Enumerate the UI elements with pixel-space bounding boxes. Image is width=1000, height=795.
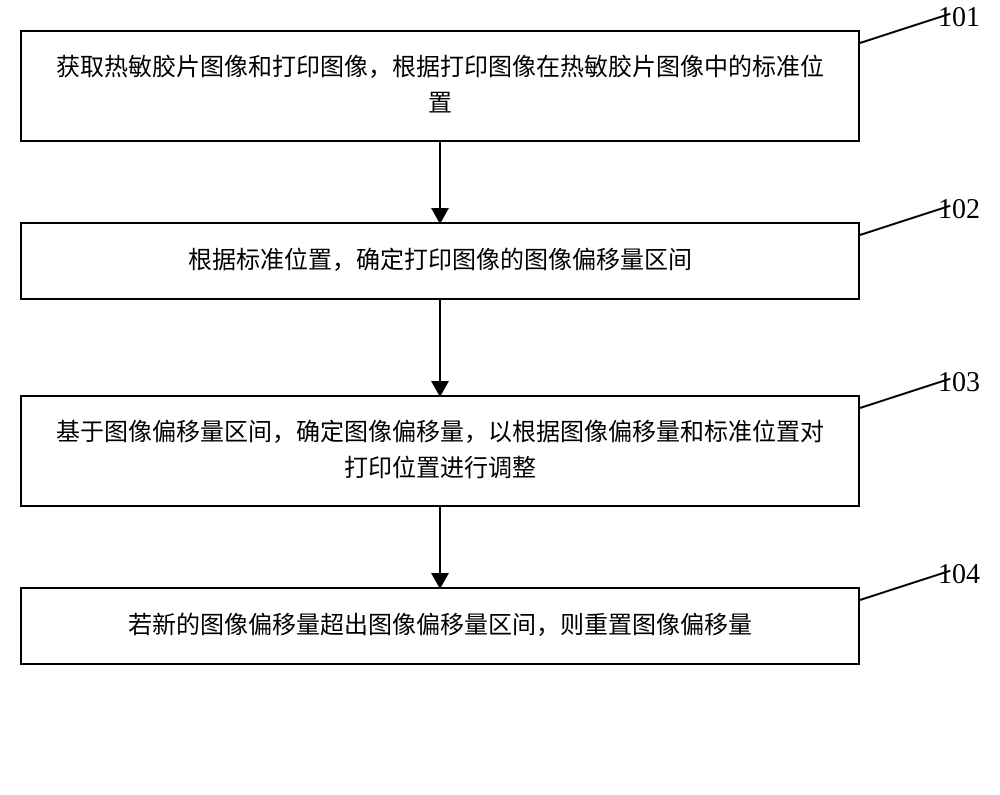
step-text: 基于图像偏移量区间，确定图像偏移量，以根据图像偏移量和标准位置对打印位置进行调整 [52,415,828,487]
step-text: 若新的图像偏移量超出图像偏移量区间，则重置图像偏移量 [128,608,752,644]
flowchart-container: 获取热敏胶片图像和打印图像，根据打印图像在热敏胶片图像中的标准位置 101 根据… [20,30,980,665]
step-box-104: 若新的图像偏移量超出图像偏移量区间，则重置图像偏移量 [20,587,860,665]
step-box-101: 获取热敏胶片图像和打印图像，根据打印图像在热敏胶片图像中的标准位置 [20,30,860,142]
arrow-icon [439,142,441,222]
arrow-icon [439,507,441,587]
label-connector [860,205,951,236]
label-connector [860,378,951,409]
step-label: 103 [938,367,980,399]
label-connector [860,570,951,601]
step-label: 102 [938,194,980,226]
step-103: 基于图像偏移量区间，确定图像偏移量，以根据图像偏移量和标准位置对打印位置进行调整… [20,395,980,507]
step-102: 根据标准位置，确定打印图像的图像偏移量区间 102 [20,222,980,300]
step-104: 若新的图像偏移量超出图像偏移量区间，则重置图像偏移量 104 [20,587,980,665]
step-box-103: 基于图像偏移量区间，确定图像偏移量，以根据图像偏移量和标准位置对打印位置进行调整 [20,395,860,507]
step-box-102: 根据标准位置，确定打印图像的图像偏移量区间 [20,222,860,300]
arrow-icon [439,300,441,395]
step-text: 根据标准位置，确定打印图像的图像偏移量区间 [188,243,692,279]
label-connector [860,13,951,44]
step-101: 获取热敏胶片图像和打印图像，根据打印图像在热敏胶片图像中的标准位置 101 [20,30,980,142]
step-text: 获取热敏胶片图像和打印图像，根据打印图像在热敏胶片图像中的标准位置 [52,50,828,122]
step-label: 104 [938,559,980,591]
step-label: 101 [938,2,980,34]
